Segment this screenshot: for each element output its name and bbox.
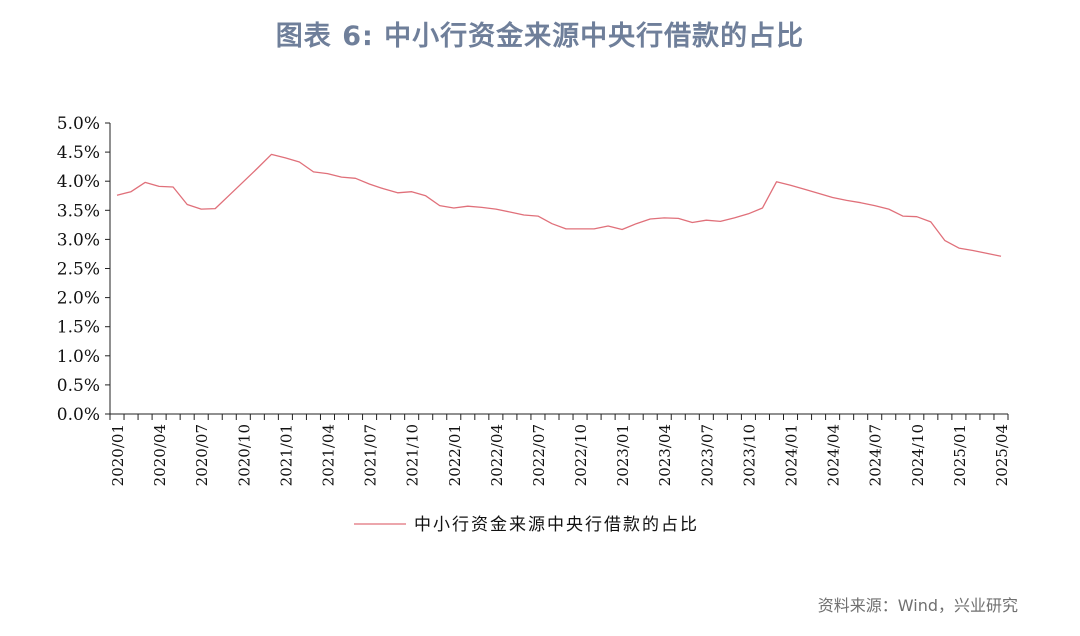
x-tick-label: 2025/01 — [951, 424, 969, 486]
y-tick-label: 4.0% — [57, 172, 100, 192]
y-tick-label: 0.0% — [57, 405, 100, 425]
series-line — [116, 153, 1002, 257]
legend-label: 中小行资金来源中央行借款的占比 — [414, 515, 699, 535]
x-tick-label: 2021/07 — [362, 424, 380, 486]
x-tick-label: 2023/10 — [740, 424, 758, 486]
x-tick-label: 2021/01 — [277, 424, 295, 486]
y-tick-label: 5.0% — [57, 114, 100, 134]
chart-series — [116, 153, 1002, 257]
x-tick-label: 2021/10 — [404, 424, 422, 486]
y-tick-label: 3.0% — [57, 230, 100, 250]
y-tick-label: 2.0% — [57, 289, 100, 309]
x-tick-label: 2022/07 — [530, 424, 548, 486]
source-note: 资料来源：Wind，兴业研究 — [817, 596, 1018, 615]
x-tick-label: 2022/10 — [572, 424, 590, 486]
x-tick-label: 2025/04 — [993, 424, 1011, 486]
x-tick-label: 2023/07 — [698, 424, 716, 486]
x-tick-label: 2022/01 — [446, 424, 464, 486]
x-tick-label: 2020/07 — [193, 424, 211, 486]
x-tick-label: 2022/04 — [488, 424, 506, 486]
y-tick-label: 1.0% — [57, 347, 100, 367]
x-tick-label: 2020/01 — [109, 424, 127, 486]
x-tick-label: 2023/01 — [614, 424, 632, 486]
y-tick-label: 3.5% — [57, 201, 100, 221]
x-tick-label: 2021/04 — [319, 424, 337, 486]
y-tick-label: 0.5% — [57, 376, 100, 396]
chart-legend: 中小行资金来源中央行借款的占比 — [354, 515, 699, 535]
x-tick-label: 2024/04 — [825, 424, 843, 486]
y-tick-label: 1.5% — [57, 318, 100, 338]
chart-axes: 0.0% 0.5% 1.0% 1.5% 2.0% 2.5% 3.0% 3.5% 4.0% 4.5%… — [57, 114, 1011, 486]
x-tick-label: 2024/01 — [783, 424, 801, 486]
y-tick-label: 2.5% — [57, 260, 100, 280]
chart-title: 图表 6: 中小行资金来源中央行借款的占比 — [275, 21, 805, 52]
x-tick-label: 2024/10 — [909, 424, 927, 486]
x-tick-label: 2020/10 — [235, 424, 253, 486]
x-tick-label: 2020/04 — [151, 424, 169, 486]
x-tick-label: 2024/07 — [867, 424, 885, 486]
x-tick-label: 2023/04 — [656, 424, 674, 486]
y-tick-label: 4.5% — [57, 143, 100, 163]
